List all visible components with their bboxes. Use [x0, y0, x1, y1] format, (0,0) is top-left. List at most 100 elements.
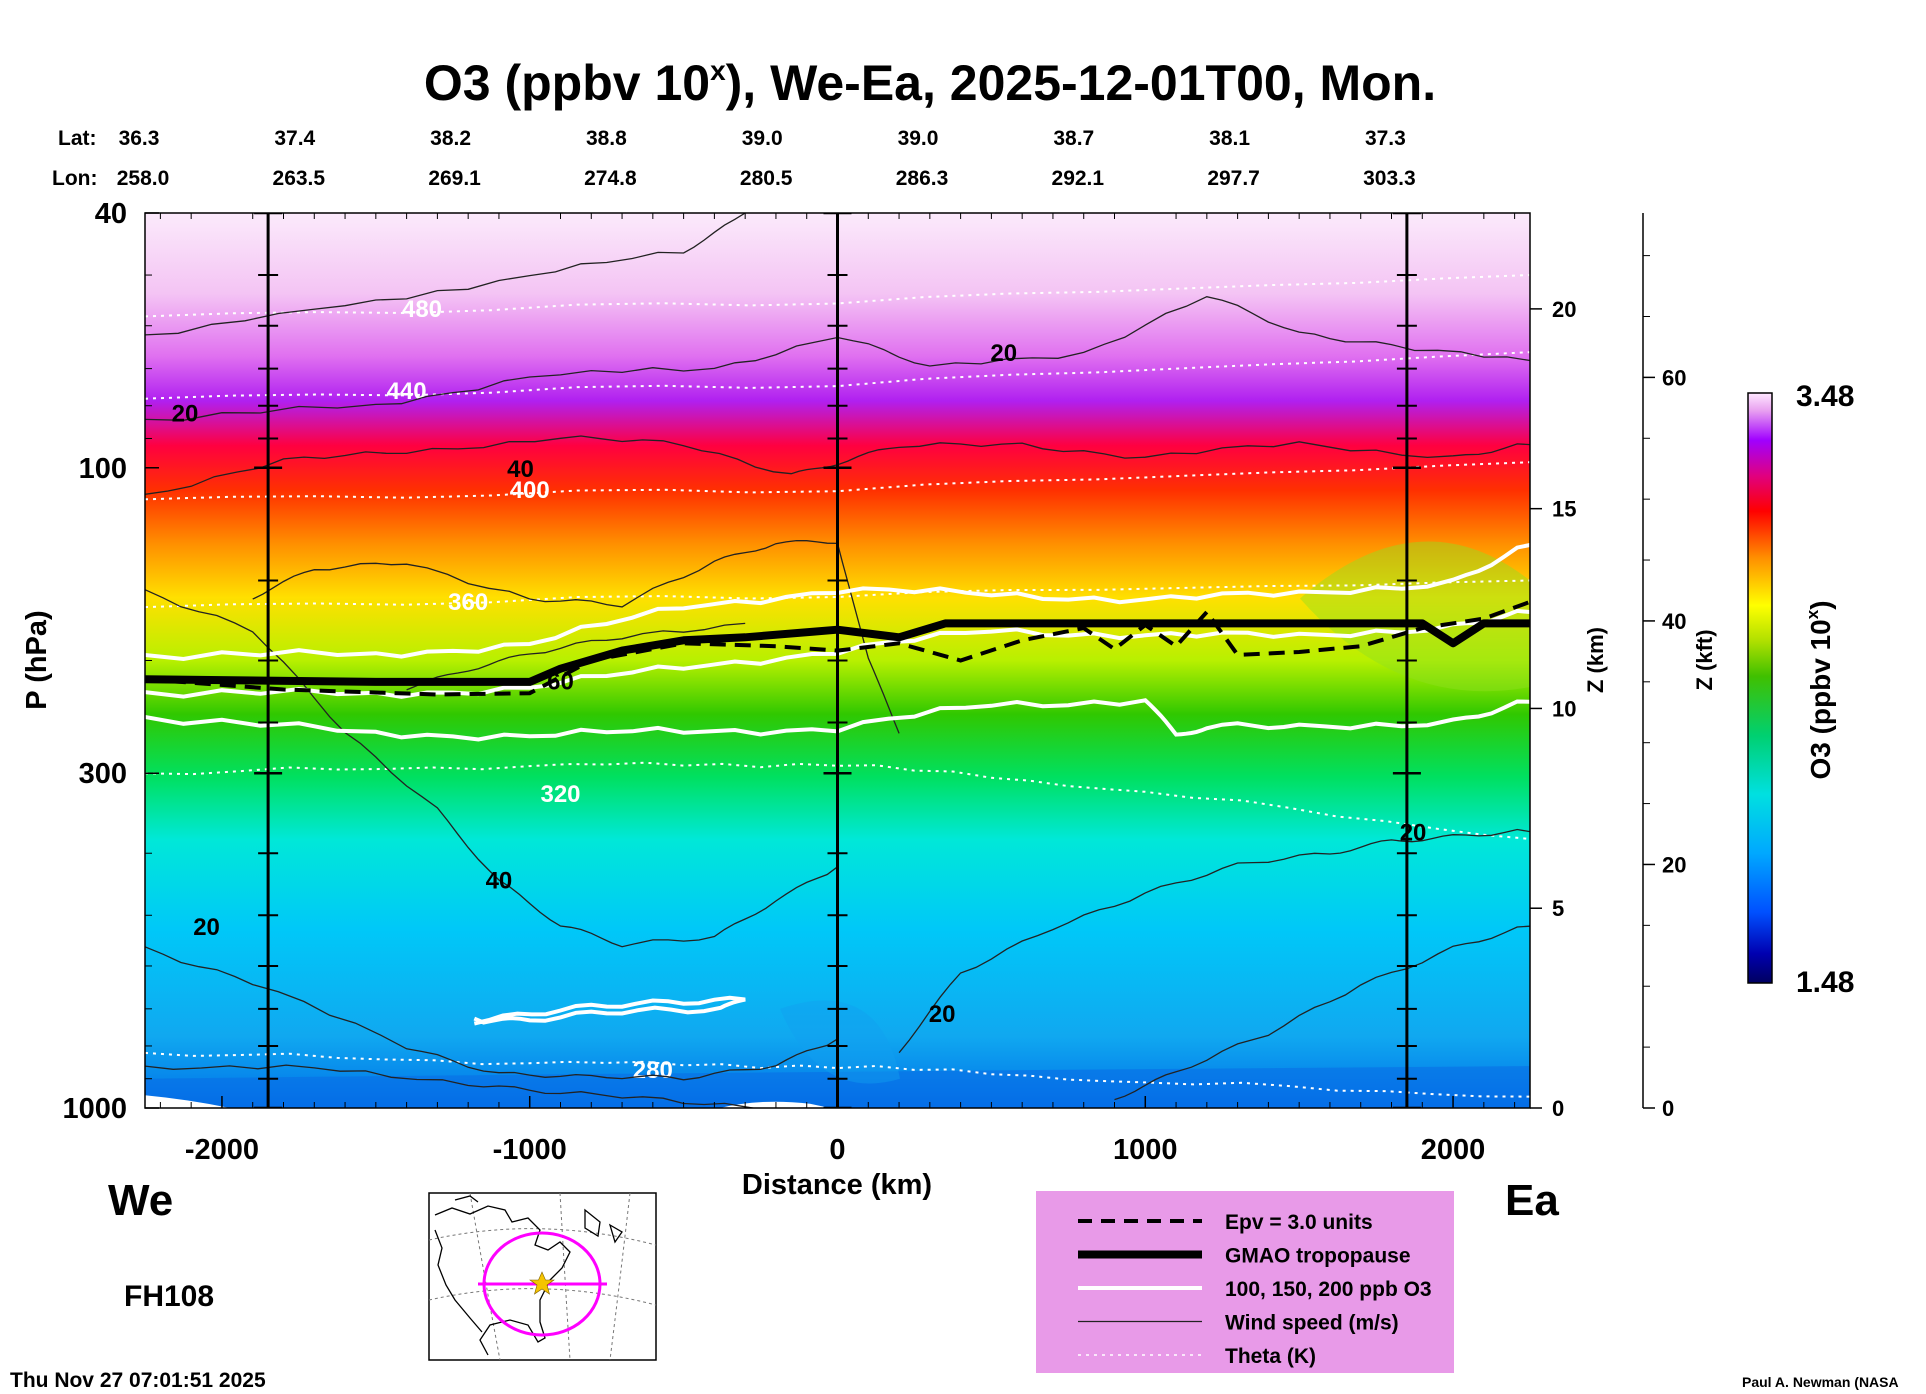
lon-value: 286.3 [896, 167, 949, 190]
wind-contour-line [406, 622, 746, 691]
wind-contour-line [145, 213, 746, 336]
z-kft-tick-label: 60 [1662, 365, 1686, 390]
lon-value: 292.1 [1052, 167, 1105, 190]
wind-contour-line [145, 1064, 807, 1108]
lat-value: 37.4 [274, 127, 315, 150]
wind-contour-label: 40 [486, 868, 513, 895]
lat-value: 39.0 [742, 127, 783, 150]
theta-contour-label: 320 [540, 781, 580, 808]
x-tick-label: 1000 [1113, 1134, 1178, 1166]
z-km-tick-label: 15 [1552, 497, 1576, 522]
y-axis-label: P (hPa) [21, 610, 53, 709]
lon-value: 258.0 [117, 167, 170, 190]
ozone-contour-line [145, 543, 1530, 662]
theta-contours: 480 440 400 360 320 280 [145, 274, 1530, 1098]
below-ground-patch [720, 1101, 830, 1108]
y-axis: 40 100 300 1000 [62, 198, 159, 1125]
legend-label-epv: Epv = 3.0 units [1225, 1211, 1373, 1234]
y-tick-label: 1000 [62, 1093, 127, 1125]
ozone-contour-line [145, 698, 1530, 742]
inset-map [428, 1192, 657, 1361]
tropopause-contour-line [145, 619, 1530, 686]
plot-area: 480 440 400 360 320 280 20 40 60 40 20 20 20 20 [145, 213, 1530, 1108]
lat-value: 38.2 [430, 127, 471, 150]
z-km-axis: 0 5 10 15 20 [1530, 297, 1576, 1121]
wind-contour-label: 40 [507, 456, 534, 483]
colorbar-min-label: 1.48 [1796, 966, 1854, 999]
x-tick-label: 2000 [1421, 1134, 1486, 1166]
lat-value: 38.8 [586, 127, 627, 150]
x-tick-label: 0 [829, 1134, 845, 1166]
z-km-tick-label: 10 [1552, 696, 1576, 721]
z-kft-tick-label: 0 [1662, 1096, 1674, 1121]
z-kft-axis-label: Z (kft) [1692, 629, 1717, 690]
vertical-markers [254, 213, 1421, 1108]
lat-value: 39.0 [898, 127, 939, 150]
contour-labels: 20 40 60 40 20 20 20 20 [172, 340, 1427, 1028]
wind-contour-label: 20 [172, 401, 199, 428]
ozone-contours [145, 543, 1530, 1026]
lon-values: 258.0 263.5 269.1 274.8 280.5 286.3 292.1 297.7… [117, 167, 1416, 190]
below-ground-patch [145, 1095, 230, 1108]
lat-value: 38.7 [1053, 127, 1094, 150]
wind-contour-label: 20 [1400, 820, 1427, 847]
forecast-hour: FH108 [124, 1280, 214, 1313]
lon-value: 263.5 [273, 167, 326, 190]
lat-value: 36.3 [119, 127, 160, 150]
credit: Paul A. Newman (NASA [1742, 1374, 1899, 1390]
wind-contour-line [252, 539, 900, 734]
theta-contour-label: 280 [633, 1057, 673, 1084]
coastline [434, 1195, 623, 1356]
wind-contour-label: 20 [193, 914, 220, 941]
lat-label: Lat: [58, 127, 97, 150]
legend-label-ozone: 100, 150, 200 ppb O3 [1225, 1278, 1432, 1301]
legend-label-wind: Wind speed (m/s) [1225, 1312, 1399, 1335]
y-tick-label: 300 [79, 758, 127, 790]
lat-value: 37.3 [1365, 127, 1406, 150]
wind-contour-line [145, 946, 838, 1081]
z-kft-axis: 0 20 40 60 [1642, 213, 1686, 1121]
legend: Epv = 3.0 units GMAO tropopause 100, 150, … [1036, 1191, 1454, 1373]
epv-line [145, 600, 1530, 697]
timestamp: Thu Nov 27 07:01:51 2025 [10, 1369, 266, 1392]
x-tick-label: -2000 [185, 1134, 259, 1166]
lon-label: Lon: [52, 167, 97, 190]
field-patch [1300, 541, 1530, 692]
z-km-axis-label: Z (km) [1583, 627, 1608, 693]
colorbar-label: O3 (ppbv 10x) [1803, 600, 1836, 779]
chart-title: O3 (ppbv 10x), We-Ea, 2025-12-01T00, Mon… [424, 55, 1436, 111]
theta-contour-label: 480 [402, 296, 442, 323]
lon-value: 303.3 [1363, 167, 1416, 190]
theta-contour-line [145, 579, 1530, 609]
x-axis: -2000 -1000 0 1000 2000 [159, 213, 1516, 1166]
x-tick-label: -1000 [493, 1134, 567, 1166]
x-axis-label: Distance (km) [742, 1169, 932, 1201]
theta-contour-label: 360 [448, 589, 488, 616]
y-tick-label: 40 [95, 198, 127, 230]
y-tick-label: 100 [79, 453, 127, 485]
z-km-tick-label: 20 [1552, 297, 1576, 322]
wind-contour-line [1114, 925, 1530, 1101]
lon-value: 280.5 [740, 167, 793, 190]
z-km-tick-label: 5 [1552, 896, 1564, 921]
colorbar-max-label: 3.48 [1796, 380, 1854, 413]
colorbar [1747, 392, 1773, 984]
east-label: Ea [1505, 1176, 1559, 1225]
theta-contour-label: 400 [510, 477, 550, 504]
theta-contour-line [145, 761, 1530, 840]
west-label: We [108, 1176, 173, 1225]
wind-contour-line [145, 296, 1530, 421]
z-kft-tick-label: 20 [1662, 852, 1686, 877]
tropopause-line [145, 619, 1530, 686]
lat-values: 36.3 37.4 38.2 38.8 39.0 39.0 38.7 38.1 37.3 [119, 127, 1406, 150]
wind-contour-label: 60 [547, 669, 574, 696]
z-kft-tick-label: 40 [1662, 609, 1686, 634]
theta-contour-line [145, 461, 1530, 501]
ozone-contour-line [473, 995, 746, 1026]
lat-value: 38.1 [1209, 127, 1250, 150]
wind-contour-label: 20 [990, 340, 1017, 367]
center-star [529, 1271, 555, 1295]
legend-items: Epv = 3.0 units GMAO tropopause 100, 150, … [1078, 1211, 1432, 1368]
wind-contour-label: 20 [929, 1001, 956, 1028]
